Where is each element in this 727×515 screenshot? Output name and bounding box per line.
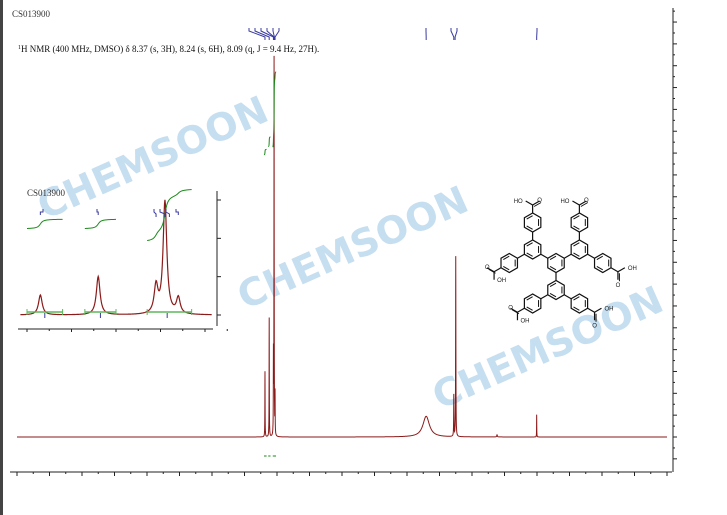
inset-peak-label-connector (175, 209, 179, 215)
hydroxyl-label: OH (628, 266, 637, 272)
inset-plot: CS013900 (18, 188, 228, 332)
double-bond (580, 202, 589, 207)
double-bond (526, 225, 533, 230)
double-bond (573, 306, 580, 311)
benzene-ring (593, 252, 612, 274)
double-bond (503, 265, 510, 271)
benzene-ring (570, 239, 589, 260)
double-bond (596, 265, 604, 271)
oxygen-label: O (537, 198, 542, 204)
bond (563, 294, 572, 300)
benzene-ring (547, 279, 565, 301)
nmr-summary: 1H NMR (400 MHz, DMSO) δ 8.37 (s, 3H), 8… (18, 44, 319, 54)
window-border (0, 0, 3, 515)
peak-label-connector (454, 28, 458, 40)
double-bond (573, 225, 580, 230)
bond (610, 267, 619, 273)
integral-curve (263, 148, 267, 156)
double-bond (549, 282, 557, 288)
bond (532, 200, 540, 206)
double-bond (573, 215, 580, 220)
bond (617, 267, 626, 273)
benzene-ring (523, 212, 542, 233)
benzene-ring (570, 293, 589, 314)
peak-label-connector (272, 28, 275, 40)
double-bond (549, 255, 557, 261)
double-bond (511, 309, 520, 315)
inset-peak-label-connector (159, 209, 166, 217)
oxygen-label: O (616, 283, 621, 289)
integral-curve (268, 136, 271, 148)
inset-sample-id: CS013900 (27, 188, 66, 198)
bond (517, 253, 525, 259)
peak-label-connector (254, 28, 270, 40)
peak-label-connector (260, 28, 274, 40)
inset-peak-label-connector (39, 209, 44, 215)
bond (510, 307, 518, 313)
oxygen-label: O (592, 323, 597, 329)
double-bond (573, 296, 580, 301)
hydroxyl-label: OH (520, 318, 529, 324)
peak-label-connector (450, 28, 455, 40)
bond (517, 307, 525, 313)
hydroxyl-label: HO (514, 199, 523, 205)
inset-peak-label-connector (153, 209, 157, 217)
hydroxyl-label: OH (604, 306, 613, 312)
benzene-ring (523, 293, 542, 314)
watermark-text: CHEMSOON (231, 177, 475, 318)
nmr-summary-text: H NMR (400 MHz, DMSO) δ 8.37 (s, 3H), 8.… (21, 44, 319, 54)
peak-label-connector (274, 28, 280, 40)
main-plot (10, 8, 677, 476)
bond (486, 267, 495, 273)
inset-integral-curve (84, 218, 117, 229)
bond (493, 267, 502, 273)
watermark-text: CHEMSOON (31, 87, 275, 228)
benzene-ring (500, 252, 519, 274)
watermark-text: CHEMSOON (426, 277, 670, 418)
bond (563, 253, 572, 259)
oxygen-label: O (584, 198, 589, 204)
double-bond (573, 252, 580, 257)
bond (572, 200, 580, 206)
double-bond (526, 242, 533, 247)
double-bond (488, 268, 496, 274)
benzene-ring (570, 212, 589, 233)
integral-curve (272, 71, 277, 148)
double-bond (526, 306, 533, 311)
double-bond (526, 252, 533, 257)
inset-integral-curve (147, 189, 192, 242)
double-bond (503, 255, 510, 261)
double-bond (549, 292, 557, 298)
inset-peak-label-connector (96, 209, 99, 215)
bond (579, 200, 587, 206)
hydroxyl-label: HO (560, 199, 569, 205)
sample-id: CS013900 (12, 9, 51, 19)
double-bond (596, 255, 604, 261)
double-bond (526, 215, 533, 220)
bond (587, 253, 595, 259)
bond (594, 307, 602, 313)
double-bond (533, 202, 542, 207)
bond (587, 307, 595, 313)
benzene-ring (523, 239, 542, 260)
double-bond (549, 265, 557, 271)
bond (540, 294, 549, 300)
inset-integral-curve (26, 218, 63, 229)
inset-peak-label-connector (165, 209, 170, 217)
bond (540, 253, 549, 259)
hydroxyl-label: OH (497, 278, 506, 284)
oxygen-label: O (485, 265, 490, 271)
nucleus-superscript: 1 (18, 45, 21, 51)
double-bond (526, 296, 533, 301)
spectrum-line (17, 55, 667, 438)
oxygen-label: O (508, 305, 513, 311)
peak-label-connector (248, 28, 266, 40)
double-bond (573, 242, 580, 247)
inset-spectrum-line (20, 199, 212, 316)
bond (525, 200, 533, 206)
